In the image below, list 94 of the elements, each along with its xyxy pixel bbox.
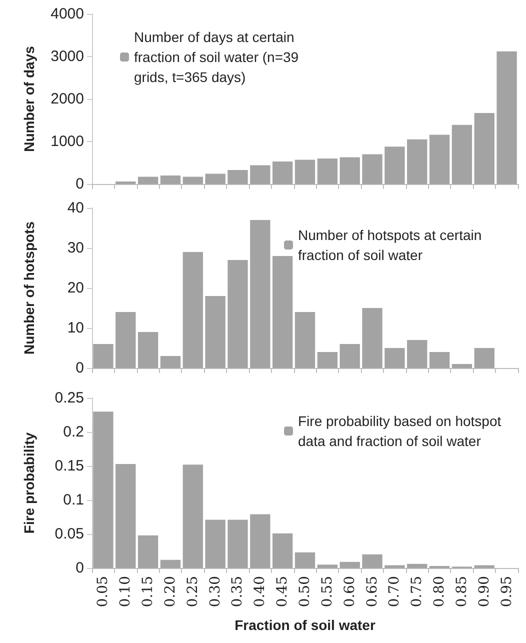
bar bbox=[474, 113, 494, 184]
x-tick-label: 0.95 bbox=[498, 576, 515, 608]
y-axis-title: Fire probability bbox=[21, 432, 37, 534]
x-tick-label: 0.90 bbox=[476, 576, 492, 608]
bar bbox=[429, 134, 450, 184]
legend-label: Number of days at certain fraction of soil water (n=39 grids, t=365 days) bbox=[134, 29, 302, 85]
bar bbox=[340, 562, 360, 568]
bar bbox=[340, 157, 360, 184]
x-tick-label: 0.50 bbox=[297, 576, 313, 608]
bar bbox=[452, 364, 472, 368]
bar bbox=[474, 348, 494, 368]
bar bbox=[362, 308, 382, 368]
x-tick-label: 0.20 bbox=[162, 576, 178, 608]
x-tick-label: 0.15 bbox=[140, 576, 156, 608]
x-tick-label: 0.35 bbox=[230, 576, 246, 608]
bar bbox=[294, 552, 316, 568]
y-tick-label: 0.2 bbox=[63, 424, 84, 440]
bar bbox=[93, 412, 114, 568]
x-tick-label: 0.30 bbox=[207, 576, 224, 608]
bar bbox=[294, 312, 316, 368]
bar bbox=[317, 564, 338, 568]
bar bbox=[340, 344, 360, 368]
bar bbox=[294, 160, 316, 184]
bar bbox=[317, 352, 338, 368]
bar bbox=[272, 533, 293, 568]
bar bbox=[116, 312, 136, 368]
legend-label: Fire probability based on hotspot data and fraction of soil water bbox=[298, 413, 506, 449]
bar bbox=[496, 51, 517, 184]
x-tick-label: 0.25 bbox=[184, 576, 201, 608]
bar bbox=[250, 514, 270, 568]
bar bbox=[138, 176, 158, 184]
x-tick-label: 0.60 bbox=[342, 576, 358, 608]
bar bbox=[205, 520, 226, 568]
bar bbox=[228, 260, 248, 368]
y-tick-label: 20 bbox=[67, 280, 84, 296]
x-tick-label: 0.85 bbox=[454, 576, 470, 608]
bar bbox=[474, 565, 494, 568]
bar bbox=[228, 520, 248, 568]
y-tick-label: 4000 bbox=[50, 6, 84, 22]
x-tick-label: 0.05 bbox=[95, 576, 112, 608]
x-tick-label: 0.40 bbox=[252, 576, 268, 608]
y-axis-title: Number of hotspots bbox=[21, 221, 37, 354]
bar bbox=[452, 124, 472, 184]
y-tick-label: 0.25 bbox=[54, 390, 84, 406]
y-tick-label: 3000 bbox=[50, 48, 84, 65]
y-tick-label: 0 bbox=[76, 560, 84, 576]
bar bbox=[429, 352, 450, 368]
bar bbox=[160, 176, 181, 184]
x-tick-label: 0.45 bbox=[274, 576, 291, 608]
bar bbox=[93, 344, 114, 368]
bar bbox=[250, 165, 270, 184]
bar bbox=[138, 535, 158, 568]
y-tick-label: 30 bbox=[67, 240, 84, 256]
y-axis-title: Number of days bbox=[21, 46, 37, 152]
x-tick-label: 0.75 bbox=[409, 576, 426, 608]
legend-label: Number of hotspots at certain fraction of soil water bbox=[298, 227, 486, 263]
y-tick-label: 0.05 bbox=[54, 526, 84, 542]
x-tick-label: 0.70 bbox=[386, 576, 403, 608]
bar bbox=[160, 356, 181, 368]
y-tick-label: 0 bbox=[76, 360, 84, 376]
x-tick-label: 0.65 bbox=[364, 576, 380, 608]
bar bbox=[138, 332, 158, 368]
y-tick-label: 10 bbox=[67, 320, 84, 336]
bar bbox=[407, 340, 428, 368]
x-tick-label: 0.55 bbox=[319, 576, 336, 608]
y-tick-label: 2000 bbox=[50, 90, 84, 108]
y-tick-label: 40 bbox=[67, 200, 84, 216]
bar bbox=[182, 252, 203, 368]
bar bbox=[317, 158, 338, 184]
bar bbox=[160, 560, 181, 568]
x-tick-label: 0.80 bbox=[432, 576, 448, 608]
y-tick-label: 0 bbox=[76, 176, 84, 192]
bar bbox=[182, 176, 203, 184]
bar bbox=[407, 564, 428, 568]
bar bbox=[362, 154, 382, 184]
bar bbox=[384, 565, 405, 568]
bar bbox=[228, 170, 248, 184]
bar bbox=[116, 181, 136, 184]
bar bbox=[272, 161, 293, 184]
bar bbox=[362, 554, 382, 568]
bar bbox=[384, 146, 405, 184]
x-axis-title: Fraction of soil water bbox=[234, 617, 376, 633]
bar bbox=[250, 220, 270, 368]
bar bbox=[205, 296, 226, 368]
bar bbox=[384, 348, 405, 368]
bar bbox=[272, 256, 293, 368]
bar bbox=[116, 464, 136, 568]
bar bbox=[205, 174, 226, 184]
x-tick-label: 0.10 bbox=[118, 576, 134, 608]
bar bbox=[182, 464, 203, 568]
y-tick-label: 0.15 bbox=[54, 458, 84, 474]
y-tick-label: 1000 bbox=[50, 133, 84, 150]
bar bbox=[407, 139, 428, 184]
y-tick-label: 0.1 bbox=[63, 492, 84, 508]
